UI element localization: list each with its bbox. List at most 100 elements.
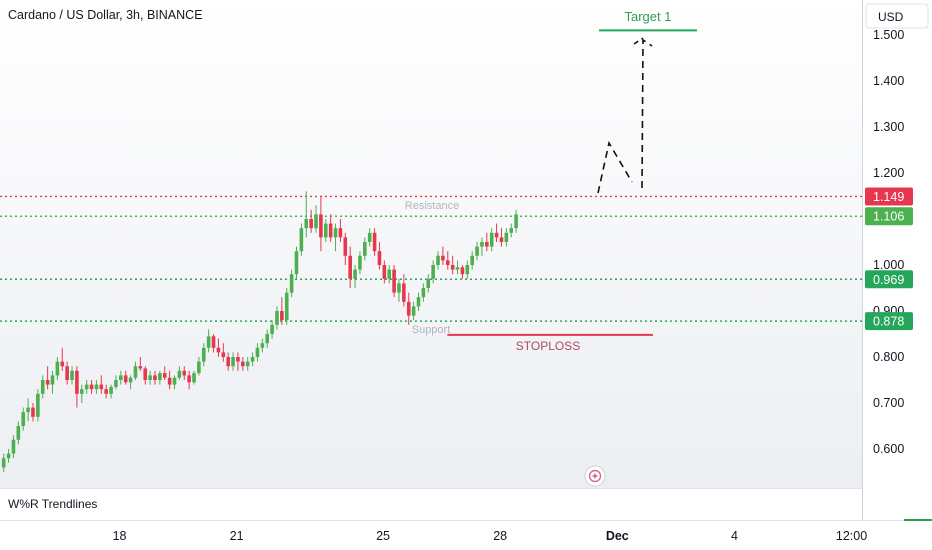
support-label: Support (412, 324, 451, 336)
level-price-badge (865, 312, 913, 331)
candle-body (338, 228, 343, 238)
price-axis: 0.6000.7000.8000.9001.0001.1001.2001.300… (865, 28, 913, 456)
candle-body (153, 375, 157, 380)
candle-body (299, 228, 304, 252)
camera-icon[interactable] (584, 465, 606, 487)
candle-body (319, 214, 323, 238)
candle-body (509, 228, 514, 233)
chart-title: Cardano / US Dollar, 3h, BINANCE (8, 8, 203, 22)
candle-body (36, 393, 40, 417)
candle-body (26, 407, 30, 413)
candle-body (211, 336, 216, 348)
y-tick-label: 0.800 (873, 350, 904, 364)
candle-body (55, 361, 60, 376)
candle-body (94, 384, 99, 390)
candle-body (201, 347, 206, 362)
annotations: Resistance Support STOPLOSS Target 1 (405, 9, 697, 353)
candle-body (284, 292, 289, 321)
x-tick-label: 4 (731, 529, 738, 543)
candle-body (397, 283, 401, 293)
candle-body (436, 255, 440, 265)
candle-body (460, 267, 465, 275)
candle-body (84, 384, 89, 390)
candle-body (333, 228, 338, 238)
candle-body (158, 373, 162, 380)
candle-body (197, 361, 201, 374)
candle-body (504, 232, 509, 242)
candle-body (304, 219, 309, 229)
y-tick-label: 0.700 (873, 396, 904, 410)
candle-body (182, 370, 187, 376)
candle-body (123, 375, 128, 383)
candle-body (465, 265, 470, 275)
candle-body (470, 255, 474, 265)
y-tick-label: 1.300 (873, 120, 904, 134)
candle-body (104, 389, 108, 394)
candle-body (270, 324, 274, 334)
candle-body (245, 361, 250, 367)
candle-body (172, 377, 177, 385)
candle-body (323, 223, 328, 238)
candle-body (426, 278, 431, 288)
candle-body (45, 380, 50, 385)
candle-body (450, 265, 455, 270)
candle-body (343, 237, 348, 256)
candle-body (392, 269, 396, 293)
candle-body (382, 265, 387, 279)
candle-body (138, 366, 143, 369)
plot-background (0, 0, 862, 488)
candle-body (489, 232, 494, 247)
candle-body (294, 251, 299, 275)
x-tick-label: Dec (606, 529, 629, 543)
y-tick-label: 1.500 (873, 28, 904, 42)
candle-body (187, 375, 191, 383)
level-price-label: 0.878 (873, 315, 904, 329)
x-tick-label: 25 (376, 529, 390, 543)
stoploss-label: STOPLOSS (516, 339, 580, 353)
candle-body (231, 357, 235, 367)
candle-body (480, 242, 484, 247)
candle-body (328, 223, 333, 238)
candle-body (65, 366, 69, 380)
candle-body (377, 251, 382, 265)
candle-body (40, 380, 45, 394)
candle-body (455, 267, 460, 270)
candle-body (128, 377, 133, 383)
candle-body (280, 311, 284, 321)
currency-selector[interactable]: USD (865, 3, 929, 29)
candles (1, 191, 518, 472)
y-tick-label: 1.000 (873, 258, 904, 272)
candle-body (475, 246, 479, 256)
indicator-label[interactable]: W%R Trendlines (8, 497, 97, 511)
candle-body (206, 336, 211, 348)
candle-body (75, 370, 79, 394)
candle-body (387, 269, 392, 279)
candle-body (143, 368, 148, 380)
level-price-label: 1.149 (873, 190, 904, 204)
candle-body (192, 373, 196, 383)
candle-body (372, 232, 377, 252)
candle-body (167, 377, 172, 385)
candle-body (1, 458, 6, 468)
candle-body (441, 255, 445, 261)
y-tick-label: 1.400 (873, 74, 904, 88)
x-tick-label: 21 (230, 529, 244, 543)
currency-label: USD (878, 10, 904, 24)
candle-body (402, 283, 406, 302)
candle-body (494, 232, 499, 238)
candle-body (421, 288, 426, 298)
candle-body (485, 242, 489, 247)
candle-body (348, 255, 352, 279)
time-axis: 18 21 25 28 Dec 4 12:00 (113, 529, 868, 543)
x-tick-label: 12:00 (836, 529, 867, 543)
candle-body (177, 370, 182, 378)
candle-body (79, 389, 84, 394)
candle-body (162, 373, 167, 378)
candle-body (70, 370, 74, 380)
candle-body (226, 357, 230, 367)
level-price-badge (865, 187, 913, 206)
candle-body (411, 306, 416, 316)
candle-body (416, 297, 421, 307)
indicator-pane (0, 488, 862, 520)
